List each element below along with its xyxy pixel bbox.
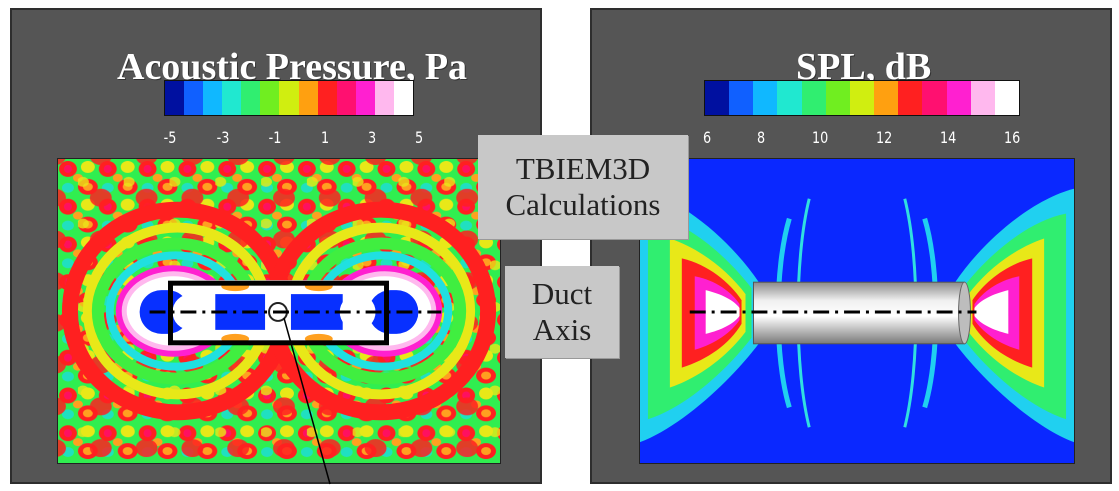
- spl-colorbar-swatch: [922, 81, 946, 115]
- spl-colorbar-swatch: [802, 81, 826, 115]
- pressure-colorbar-swatch: [222, 81, 241, 115]
- spl-colorbar-swatch: [947, 81, 971, 115]
- calculation-label-line2: Calculations: [506, 187, 661, 223]
- spl-colorbar-swatch: [826, 81, 850, 115]
- pressure-colorbar-swatch: [241, 81, 260, 115]
- pressure-colorbar-swatch: [337, 81, 356, 115]
- pressure-colorbar-swatch: [356, 81, 375, 115]
- spl-colorbar-swatch: [705, 81, 729, 115]
- pressure-colorbar-swatch: [299, 81, 318, 115]
- pressure-colorbar-swatch: [184, 81, 203, 115]
- spl-panel: SPL, dB 6 8 10 12 14 16: [590, 8, 1112, 484]
- spl-colorbar-swatch: [729, 81, 753, 115]
- pressure-colorbar-swatch: [260, 81, 279, 115]
- pressure-colorbar-tick-label: 1: [321, 128, 329, 147]
- duct-axis-label-line1: Duct: [532, 276, 592, 312]
- pressure-colorbar-swatch: [375, 81, 394, 115]
- spl-colorbar-swatch: [971, 81, 995, 115]
- pressure-colorbar-tick-label: 5: [415, 128, 423, 147]
- pressure-colorbar-tick-label: -1: [269, 128, 282, 147]
- spl-colorbar-tick-label: 14: [940, 128, 956, 147]
- duct-axis-label-line2: Axis: [533, 312, 592, 348]
- pressure-colorbar-swatch: [394, 81, 413, 115]
- pressure-colorbar-swatch: [165, 81, 184, 115]
- spl-colorbar: [704, 80, 1020, 116]
- spl-colorbar-tick-label: 10: [812, 128, 828, 147]
- pressure-colorbar-swatch: [279, 81, 298, 115]
- spl-colorbar-tick-label: 6: [703, 128, 711, 147]
- spl-colorbar-tick-label: 12: [876, 128, 892, 147]
- calculation-label: TBIEM3D Calculations: [478, 135, 688, 239]
- pressure-colorbar-tick-label: -3: [216, 128, 229, 147]
- pressure-colorbar: [164, 80, 414, 116]
- spl-colorbar-swatch: [995, 81, 1019, 115]
- pressure-panel: Acoustic Pressure, Pa -5 -3 -1 1 3 5: [10, 8, 542, 484]
- pressure-colorbar-tick-label: 3: [368, 128, 376, 147]
- spl-colorbar-swatch: [850, 81, 874, 115]
- spl-colorbar-swatch: [753, 81, 777, 115]
- spl-colorbar-tick-label: 16: [1004, 128, 1020, 147]
- pressure-colorbar-ticks: -5 -3 -1 1 3 5: [162, 128, 424, 147]
- spl-colorbar-ticks: 6 8 10 12 14 16: [702, 128, 1022, 147]
- spl-colorbar-tick-label: 8: [757, 128, 765, 147]
- pressure-contour-plot: [57, 158, 501, 464]
- spl-colorbar-swatch: [898, 81, 922, 115]
- calculation-label-line1: TBIEM3D: [516, 151, 650, 187]
- pressure-colorbar-tick-label: -5: [164, 128, 177, 147]
- duct-axis-label: Duct Axis: [505, 266, 619, 358]
- spl-colorbar-swatch: [777, 81, 801, 115]
- pressure-colorbar-swatch: [318, 81, 337, 115]
- spl-colorbar-swatch: [874, 81, 898, 115]
- spl-contour-plot: [639, 158, 1075, 464]
- pressure-colorbar-swatch: [203, 81, 222, 115]
